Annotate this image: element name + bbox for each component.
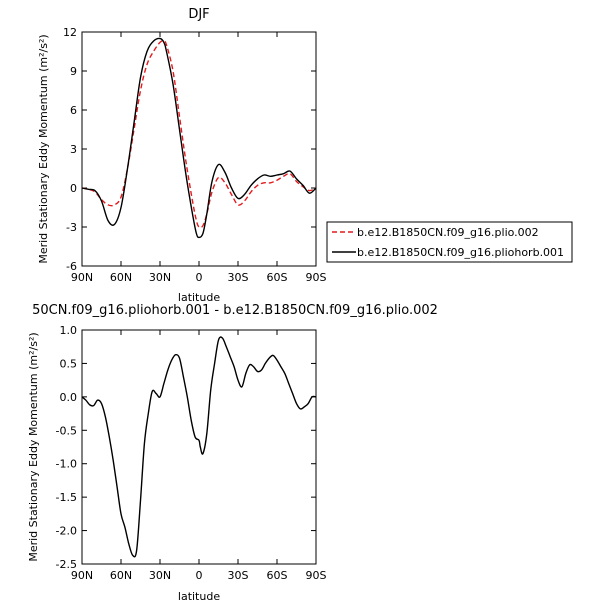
bottom-plot-frame xyxy=(81,329,317,565)
top-x-tick-label: 30N xyxy=(149,271,171,284)
bottom-panel: 50CN.f09_g16.pliohorb.001 - b.e12.B1850C… xyxy=(27,303,438,603)
top-panel: DJF Merid Stationary Eddy Momentum (m²/s… xyxy=(37,7,327,304)
top-x-tick-label: 60N xyxy=(110,271,132,284)
top-y-tick-label: -3 xyxy=(66,221,77,234)
top-y-ticks: -6 -3 0 3 6 9 12 xyxy=(63,26,316,273)
bottom-y-tick-label: -1.5 xyxy=(56,491,77,504)
top-x-axis-label: latitude xyxy=(178,291,220,304)
top-plot-frame xyxy=(81,31,317,267)
legend-box xyxy=(326,221,573,263)
bottom-x-tick-label: 30S xyxy=(228,569,249,582)
top-y-tick-label: 3 xyxy=(70,143,77,156)
bottom-chart-title: 50CN.f09_g16.pliohorb.001 - b.e12.B1850C… xyxy=(32,303,438,318)
top-y-tick-label: 0 xyxy=(70,182,77,195)
bottom-x-tick-label: 90S xyxy=(306,569,327,582)
legend: b.e12.B1850CN.f09_g16.plio.002 b.e12.B18… xyxy=(326,221,573,263)
bottom-series-line-0 xyxy=(81,336,317,558)
bottom-series-lines xyxy=(81,336,317,558)
bottom-x-tick-label: 60N xyxy=(110,569,132,582)
top-x-ticks: 90N 60N 30N 0 30S 60S 90S xyxy=(71,32,327,284)
top-series-line-0 xyxy=(81,40,317,229)
top-y-tick-label: 9 xyxy=(70,65,77,78)
top-chart-title: DJF xyxy=(188,7,209,22)
bottom-y-tick-label: 0.5 xyxy=(60,357,78,370)
top-x-tick-label: 60S xyxy=(267,271,288,284)
top-y-tick-label: -6 xyxy=(66,260,77,273)
bottom-x-tick-label: 30N xyxy=(149,569,171,582)
bottom-y-ticks: -2.5 -2.0 -1.5 -1.0 -0.5 0.0 0.5 1.0 xyxy=(56,324,316,571)
bottom-x-tick-label: 60S xyxy=(267,569,288,582)
bottom-x-axis-label: latitude xyxy=(178,590,220,603)
top-y-tick-label: 12 xyxy=(63,26,77,39)
bottom-y-tick-label: -2.5 xyxy=(56,558,77,571)
top-series-line-1 xyxy=(81,37,317,239)
bottom-y-tick-label: 1.0 xyxy=(60,324,78,337)
bottom-x-ticks: 90N 60N 30N 0 30S 60S 90S xyxy=(71,330,327,582)
bottom-y-tick-label: -1.0 xyxy=(56,458,77,471)
bottom-y-tick-label: -2.0 xyxy=(56,525,77,538)
top-series-lines xyxy=(81,37,317,239)
bottom-y-tick-label: 0.0 xyxy=(60,391,78,404)
top-y-tick-label: 6 xyxy=(70,104,77,117)
top-x-tick-label: 30S xyxy=(228,271,249,284)
top-x-tick-label: 90S xyxy=(306,271,327,284)
legend-entry-plio: b.e12.B1850CN.f09_g16.plio.002 xyxy=(357,226,539,239)
bottom-x-tick-label: 0 xyxy=(196,569,203,582)
bottom-y-axis-label: Merid Stationary Eddy Momentum (m²/s²) xyxy=(27,332,40,561)
top-x-tick-label: 90N xyxy=(71,271,93,284)
bottom-x-tick-label: 90N xyxy=(71,569,93,582)
top-y-axis-label: Merid Stationary Eddy Momentum (m²/s²) xyxy=(37,34,50,263)
top-x-tick-label: 0 xyxy=(196,271,203,284)
legend-entry-pliohorb: b.e12.B1850CN.f09_g16.pliohorb.001 xyxy=(357,246,564,259)
bottom-y-tick-label: -0.5 xyxy=(56,424,77,437)
